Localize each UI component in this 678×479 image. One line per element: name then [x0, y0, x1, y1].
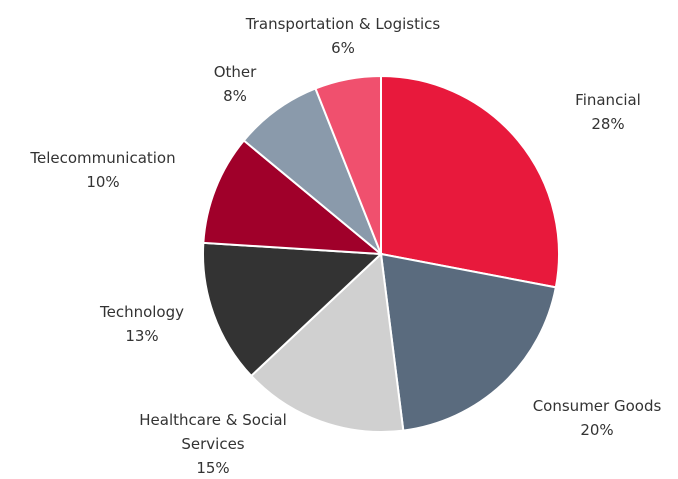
value-label: 13%: [125, 327, 159, 345]
pie-slice: [314, 74, 382, 255]
pie-slice: [380, 74, 560, 289]
category-name: Other: [213, 63, 257, 81]
slice-label: Healthcare & Social Services 15%: [118, 408, 308, 479]
slice-label: Transportation & Logistics 6%: [246, 12, 440, 60]
slice-label: Financial 28%: [575, 88, 641, 136]
pie-slice: [202, 241, 384, 378]
slice-label: Consumer Goods 20%: [533, 394, 662, 442]
category-name: Financial: [575, 91, 641, 109]
slice-label: Technology 13%: [100, 300, 184, 348]
pie-slice: [242, 87, 382, 255]
value-label: 8%: [223, 87, 247, 105]
value-label: 6%: [331, 39, 355, 57]
value-label: 10%: [86, 173, 120, 191]
pie-slice: [379, 252, 558, 432]
slice-label: Telecommunication 10%: [30, 146, 175, 194]
category-name: Consumer Goods: [532, 397, 662, 415]
category-name: Transportation & Logistics: [245, 15, 441, 33]
value-label: 20%: [580, 421, 614, 439]
slice-label: Other 8%: [214, 60, 257, 108]
pie-slice: [249, 251, 405, 433]
category-name: Telecommunication: [30, 149, 176, 167]
value-label: 15%: [196, 459, 230, 477]
category-name: Healthcare & Social Services: [139, 411, 287, 453]
category-name: Technology: [99, 303, 185, 321]
pie-slice: [202, 139, 385, 256]
value-label: 28%: [591, 115, 625, 133]
